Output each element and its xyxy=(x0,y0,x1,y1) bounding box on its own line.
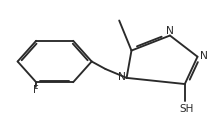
Text: N: N xyxy=(200,51,208,61)
Text: F: F xyxy=(33,85,39,95)
Text: SH: SH xyxy=(179,104,194,114)
Text: N: N xyxy=(118,72,126,82)
Text: N: N xyxy=(166,26,174,36)
